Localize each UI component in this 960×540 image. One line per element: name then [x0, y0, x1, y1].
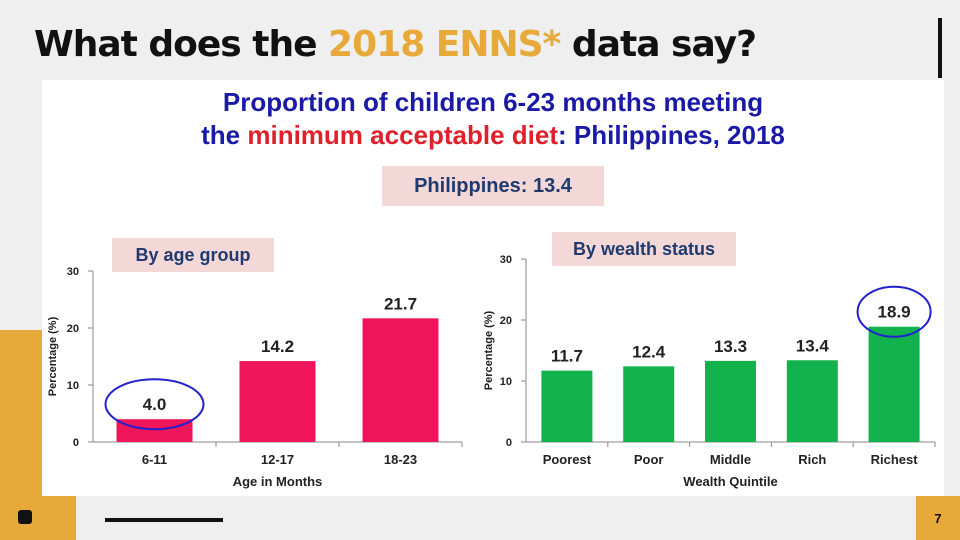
age-y-tick-label: 10: [67, 380, 79, 392]
wealth-data-label: 13.3: [714, 337, 747, 356]
wealth-highlight-circle: [856, 285, 932, 338]
panel-title-highlight: minimum acceptable diet: [247, 120, 559, 150]
age-data-label: 14.2: [261, 337, 294, 356]
wealth-bar: [541, 370, 593, 442]
age-x-tick-label: 12-17: [261, 452, 294, 467]
age-bar: [362, 318, 439, 442]
wealth-x-tick-label: Poor: [634, 452, 664, 467]
wealth-bar: [786, 360, 838, 442]
age-data-label: 21.7: [384, 294, 417, 313]
wealth-y-tick-label: 20: [500, 315, 512, 327]
wealth-x-tick-label: Poorest: [543, 452, 592, 467]
panel-title-line2: the minimum acceptable diet: Philippines…: [42, 119, 944, 152]
charts-svg: 0 10 20 30 Percentage (%) 4.0 6-11 14.2 12-17 21.…: [47, 254, 936, 489]
footer-dot: [18, 510, 32, 524]
chart-panel: Proportion of children 6-23 months meeti…: [42, 80, 944, 496]
wealth-data-label: 18.9: [878, 303, 911, 322]
wealth-y-axis-label: Percentage (%): [483, 310, 495, 390]
age-x-axis-label: Age in Months: [233, 474, 323, 489]
age-bar: [239, 361, 316, 442]
slide-title-before: What does the: [34, 24, 329, 65]
slide-title-after: data say?: [560, 24, 757, 65]
wealth-bar: [623, 366, 675, 442]
panel-title-line2-pre: the: [201, 120, 248, 150]
wealth-y-tick-label: 10: [500, 376, 512, 388]
wealth-x-axis-label: Wealth Quintile: [683, 474, 777, 489]
age-data-label: 4.0: [143, 395, 167, 414]
wealth-x-tick-label: Rich: [798, 452, 826, 467]
age-y-tick-label: 0: [73, 437, 79, 449]
wealth-y-tick-label: 0: [506, 437, 512, 449]
age-y-tick-label: 30: [67, 266, 79, 278]
footer-underline: [105, 518, 223, 522]
slide-title-highlight: 2018 ENNS*: [328, 24, 561, 65]
age-x-tick-label: 6-11: [142, 452, 167, 467]
age-y-axis-label: Percentage (%): [47, 316, 59, 396]
national-value-box: Philippines: 13.4: [382, 166, 604, 206]
wealth-bar: [868, 326, 920, 442]
page-number: 7: [916, 496, 960, 540]
slide-title: What does the 2018 ENNS* data say?: [34, 24, 757, 65]
wealth-x-tick-label: Middle: [710, 452, 751, 467]
wealth-y-tick-label: 30: [500, 254, 512, 266]
bottom-accent-block: [0, 496, 76, 540]
wealth-x-tick-label: Richest: [871, 452, 919, 467]
age-group-label: By age group: [112, 238, 274, 272]
wealth-data-label: 13.4: [796, 336, 830, 355]
age-x-tick-label: 18-23: [384, 452, 417, 467]
panel-title-line2-post: : Philippines, 2018: [558, 120, 785, 150]
panel-title-line1: Proportion of children 6-23 months meeti…: [222, 87, 764, 117]
panel-title: Proportion of children 6-23 months meeti…: [42, 86, 944, 152]
title-accent-bar: [938, 18, 942, 78]
age-y-tick-label: 20: [67, 323, 79, 335]
age-highlight-circle: [104, 378, 205, 431]
wealth-group-label: By wealth status: [552, 232, 736, 266]
wealth-data-label: 12.4: [632, 342, 666, 361]
wealth-data-label: 11.7: [551, 347, 583, 366]
age-bar: [116, 419, 193, 442]
wealth-bar: [705, 360, 756, 442]
